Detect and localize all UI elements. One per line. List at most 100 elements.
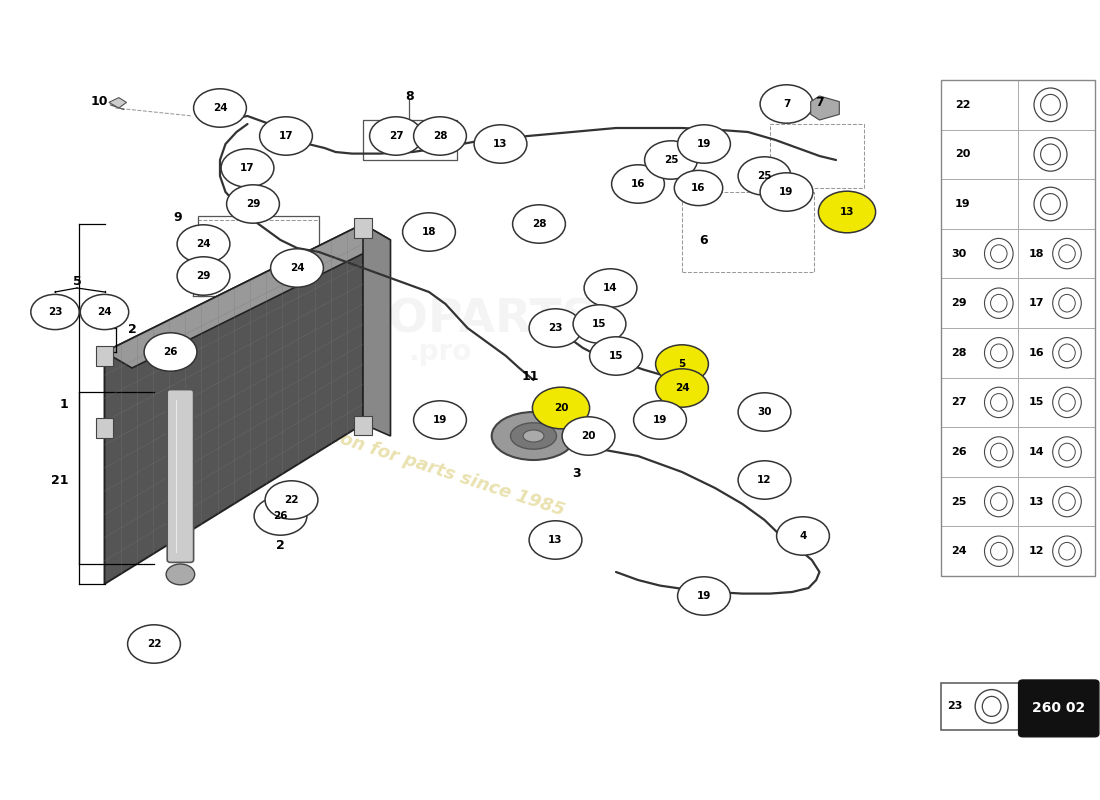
Circle shape	[370, 117, 422, 155]
Text: 20: 20	[955, 150, 970, 159]
Text: 14: 14	[1028, 447, 1044, 457]
Text: 18: 18	[1028, 249, 1044, 258]
Ellipse shape	[991, 294, 1008, 312]
Polygon shape	[109, 98, 126, 108]
Text: 10: 10	[90, 95, 108, 108]
Text: 25: 25	[663, 155, 679, 165]
Circle shape	[674, 170, 723, 206]
Circle shape	[678, 577, 730, 615]
Circle shape	[738, 461, 791, 499]
Text: 20: 20	[553, 403, 569, 413]
Text: 260 02: 260 02	[1032, 702, 1086, 715]
Bar	[198, 216, 319, 296]
Text: 22: 22	[146, 639, 162, 649]
Polygon shape	[104, 224, 363, 584]
Text: 23: 23	[548, 323, 563, 333]
Circle shape	[254, 497, 307, 535]
Circle shape	[656, 345, 708, 383]
Text: 22: 22	[955, 100, 970, 110]
Bar	[96, 418, 113, 438]
Ellipse shape	[991, 394, 1008, 411]
Circle shape	[760, 173, 813, 211]
Bar	[354, 218, 372, 238]
Ellipse shape	[1058, 493, 1076, 510]
Circle shape	[177, 257, 230, 295]
Polygon shape	[811, 96, 839, 120]
Ellipse shape	[1053, 536, 1081, 566]
Circle shape	[818, 191, 876, 233]
Ellipse shape	[1041, 144, 1060, 165]
Text: 5: 5	[679, 359, 685, 369]
Text: 19: 19	[652, 415, 668, 425]
Text: 17: 17	[1028, 298, 1044, 308]
Text: 25: 25	[952, 497, 967, 506]
Text: AUTOPARTS: AUTOPARTS	[283, 298, 597, 342]
Text: 11: 11	[521, 370, 539, 382]
Circle shape	[760, 85, 813, 123]
Ellipse shape	[1053, 387, 1081, 418]
Text: 30: 30	[952, 249, 967, 258]
Circle shape	[271, 249, 323, 287]
Ellipse shape	[984, 437, 1013, 467]
Polygon shape	[363, 224, 390, 436]
Text: 28: 28	[531, 219, 547, 229]
Circle shape	[414, 401, 466, 439]
Text: 27: 27	[952, 398, 967, 407]
Circle shape	[166, 564, 195, 585]
Circle shape	[738, 157, 791, 195]
Text: 13: 13	[1028, 497, 1044, 506]
Text: 30: 30	[757, 407, 772, 417]
Circle shape	[177, 225, 230, 263]
Text: 29: 29	[245, 199, 261, 209]
Text: 7: 7	[783, 99, 790, 109]
Ellipse shape	[1058, 542, 1076, 560]
Ellipse shape	[991, 245, 1008, 262]
Circle shape	[645, 141, 697, 179]
Ellipse shape	[991, 542, 1008, 560]
Circle shape	[260, 117, 312, 155]
Text: 21: 21	[51, 474, 68, 486]
Circle shape	[80, 294, 129, 330]
Text: 4: 4	[800, 531, 806, 541]
Ellipse shape	[984, 536, 1013, 566]
Ellipse shape	[1053, 437, 1081, 467]
Bar	[940, 80, 1094, 576]
Text: 20: 20	[581, 431, 596, 441]
Circle shape	[128, 625, 180, 663]
Ellipse shape	[1053, 338, 1081, 368]
Ellipse shape	[984, 387, 1013, 418]
Text: 17: 17	[278, 131, 294, 141]
Text: 19: 19	[696, 591, 712, 601]
Ellipse shape	[1034, 88, 1067, 122]
Ellipse shape	[492, 412, 575, 460]
Text: 12: 12	[757, 475, 772, 485]
Text: 24: 24	[952, 546, 967, 556]
Text: 25: 25	[757, 171, 772, 181]
Circle shape	[590, 337, 642, 375]
Circle shape	[777, 517, 829, 555]
Ellipse shape	[1041, 94, 1060, 115]
Text: 2: 2	[128, 323, 136, 336]
Text: 2: 2	[276, 539, 285, 552]
Circle shape	[529, 309, 582, 347]
Ellipse shape	[975, 690, 1009, 723]
Ellipse shape	[1034, 187, 1067, 221]
Circle shape	[194, 89, 246, 127]
Text: 24: 24	[97, 307, 112, 317]
Text: 28: 28	[952, 348, 967, 358]
Ellipse shape	[1058, 245, 1076, 262]
Text: 19: 19	[955, 199, 970, 209]
Bar	[363, 120, 456, 160]
Text: .pro: .pro	[408, 338, 472, 366]
Text: 19: 19	[779, 187, 794, 197]
Circle shape	[738, 393, 791, 431]
Ellipse shape	[1053, 238, 1081, 269]
Ellipse shape	[984, 238, 1013, 269]
Text: 26: 26	[163, 347, 178, 357]
Text: 16: 16	[630, 179, 646, 189]
Circle shape	[678, 125, 730, 163]
Ellipse shape	[1053, 486, 1081, 517]
Text: 16: 16	[1028, 348, 1044, 358]
Bar	[96, 346, 113, 366]
Bar	[770, 124, 864, 188]
